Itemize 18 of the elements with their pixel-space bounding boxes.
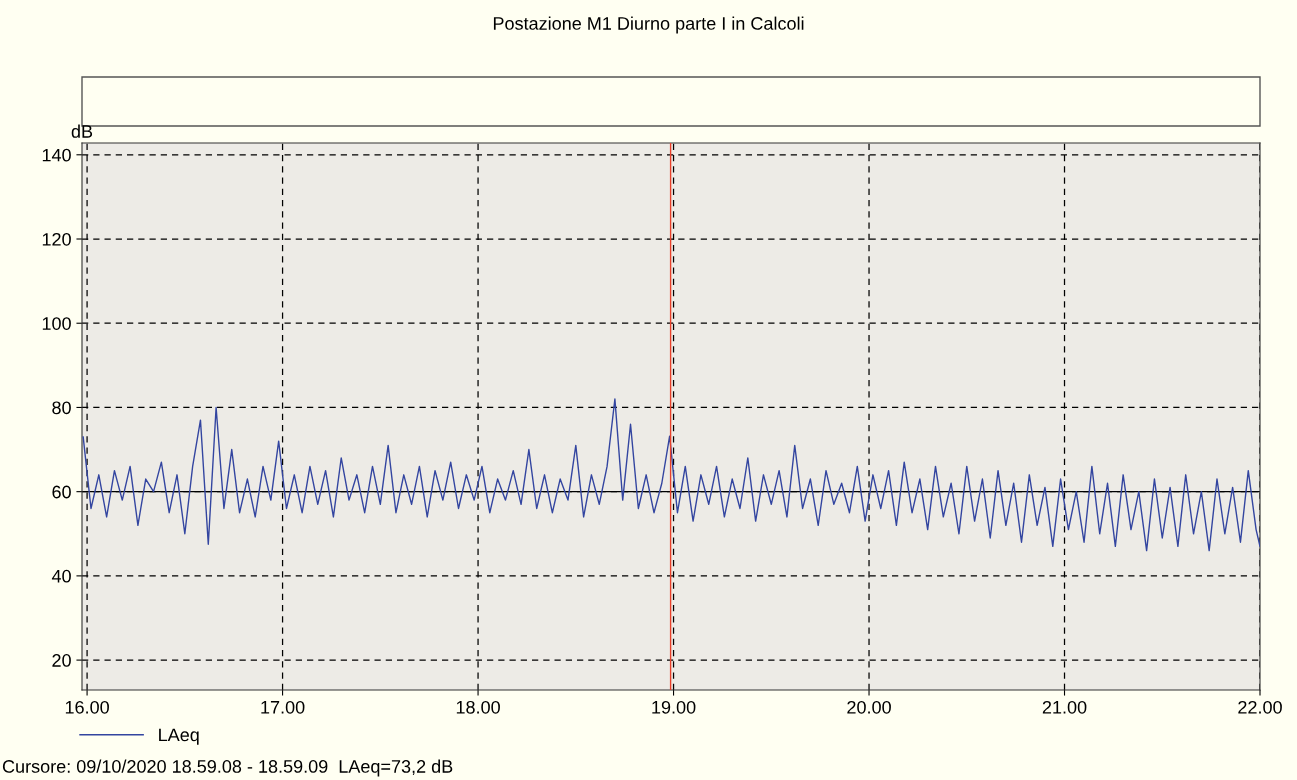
y-tick-label: 20 [52,654,71,667]
x-tick-label: 22.00 [1238,700,1282,714]
x-tick-label: 21.00 [1042,700,1087,714]
y-tick-label: 60 [52,485,71,499]
x-tick-label: 20.00 [847,700,891,714]
y-tick-label: 80 [52,401,71,415]
x-tick-label: 19.00 [652,700,696,714]
y-axis-title: dB [71,124,93,138]
x-tick-label: 17.00 [261,700,305,714]
y-tick-label: 140 [42,148,71,162]
x-tick-label: 18.00 [456,700,500,714]
x-tick-label: 16.00 [65,700,109,714]
y-tick-label: 40 [51,569,71,583]
chart-title: Postazione M1 Diurno parte I in Calcoli [493,16,804,34]
y-tick-label: 120 [42,232,71,246]
text: Cursore: 09/10/2020 18.59.08 - 18.59.09 LAeq=73,2 dB [2,759,453,777]
legend-label: LAeq [159,728,199,745]
y-tick-label: 100 [42,317,71,330]
